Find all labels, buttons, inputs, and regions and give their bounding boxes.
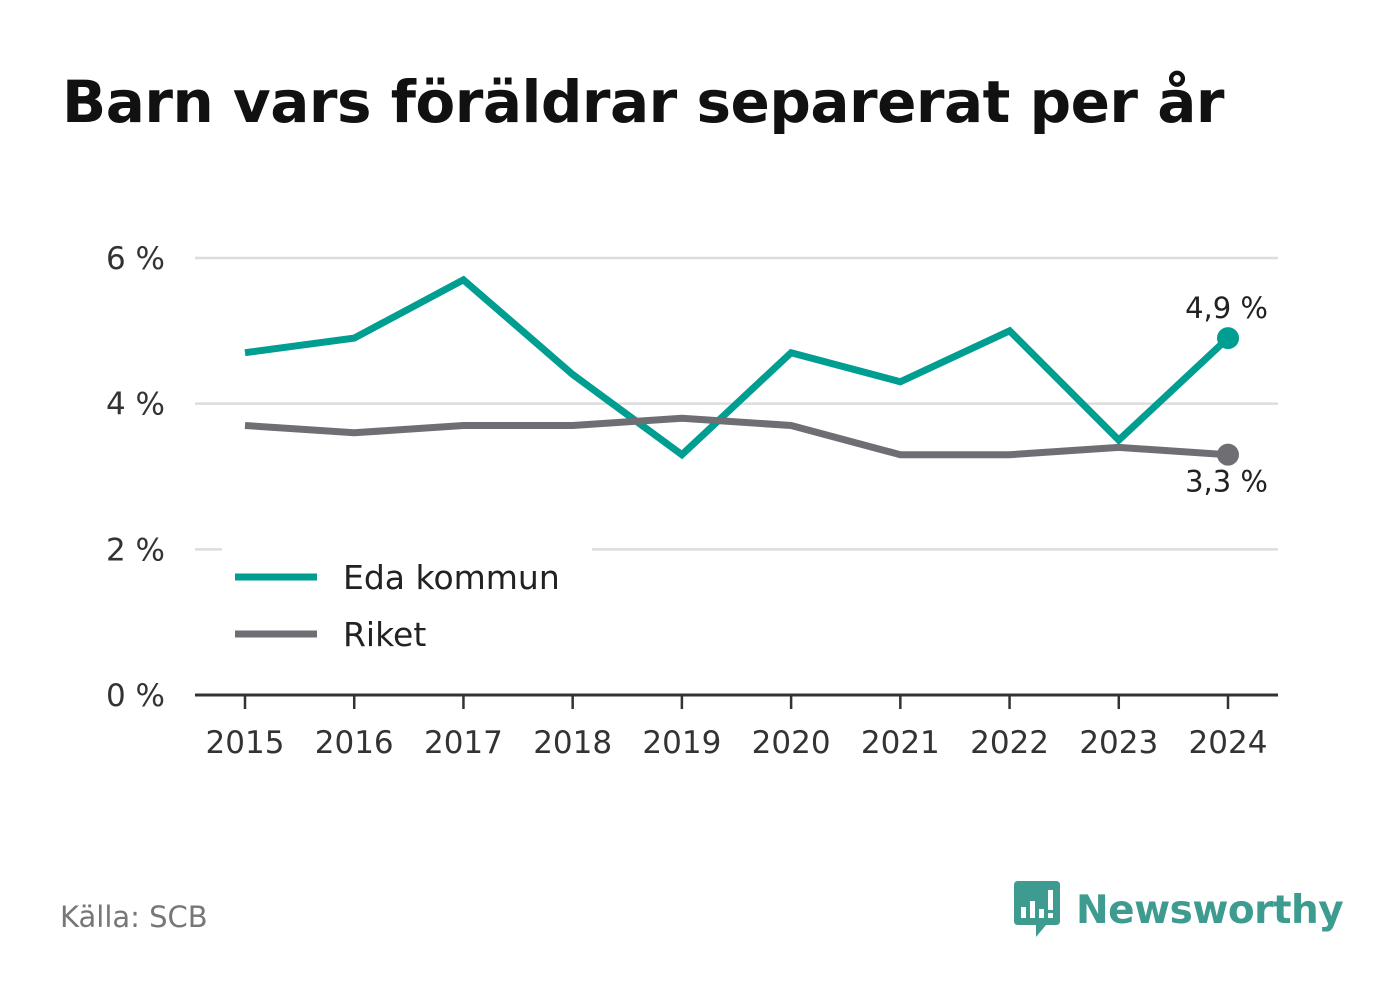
- y-tick-label: 4 %: [106, 387, 165, 423]
- legend-label: Eda kommun: [343, 558, 560, 597]
- x-tick-label: 2024: [1189, 725, 1268, 761]
- x-tick-label: 2020: [752, 725, 831, 761]
- legend-background: [222, 546, 592, 664]
- x-tick-label: 2021: [861, 725, 940, 761]
- x-tick-label: 2018: [533, 725, 612, 761]
- legend: Eda kommun Riket: [222, 546, 592, 664]
- chart-title: Barn vars föräldrar separerat per år: [62, 68, 1224, 136]
- end-value-label: 3,3 %: [1185, 465, 1268, 499]
- end-point-marker: [1217, 327, 1239, 350]
- brand-name: Newsworthy: [1076, 887, 1344, 933]
- series-line-eda-kommun: [244, 275, 1231, 460]
- x-tick-label: 2022: [970, 725, 1049, 761]
- x-tick-label: 2015: [206, 725, 285, 761]
- brand-logo: Newsworthy: [1012, 880, 1344, 940]
- end-labels: 4,9 % 3,3 %: [1185, 291, 1268, 499]
- end-value-label: 4,9 %: [1185, 291, 1268, 325]
- x-tick-label: 2016: [315, 725, 394, 761]
- newsworthy-logo-icon: [1014, 881, 1060, 937]
- axes: 0 % 2 % 4 % 6 % 2015 2016 2017 2018 2019 2020 2021…: [106, 241, 1278, 761]
- x-tick-label: 2019: [642, 725, 721, 761]
- x-tick-label: 2017: [424, 725, 503, 761]
- legend-label: Riket: [343, 615, 426, 654]
- end-point-marker: [1217, 443, 1239, 466]
- series-lines: [244, 275, 1239, 466]
- x-tick-label: 2023: [1079, 725, 1158, 761]
- series-line-riket: [244, 414, 1229, 459]
- y-tick-label: 6 %: [106, 241, 165, 277]
- y-tick-label: 0 %: [106, 678, 165, 714]
- source-note: Källa: SCB: [60, 900, 208, 934]
- y-tick-label: 2 %: [106, 532, 165, 568]
